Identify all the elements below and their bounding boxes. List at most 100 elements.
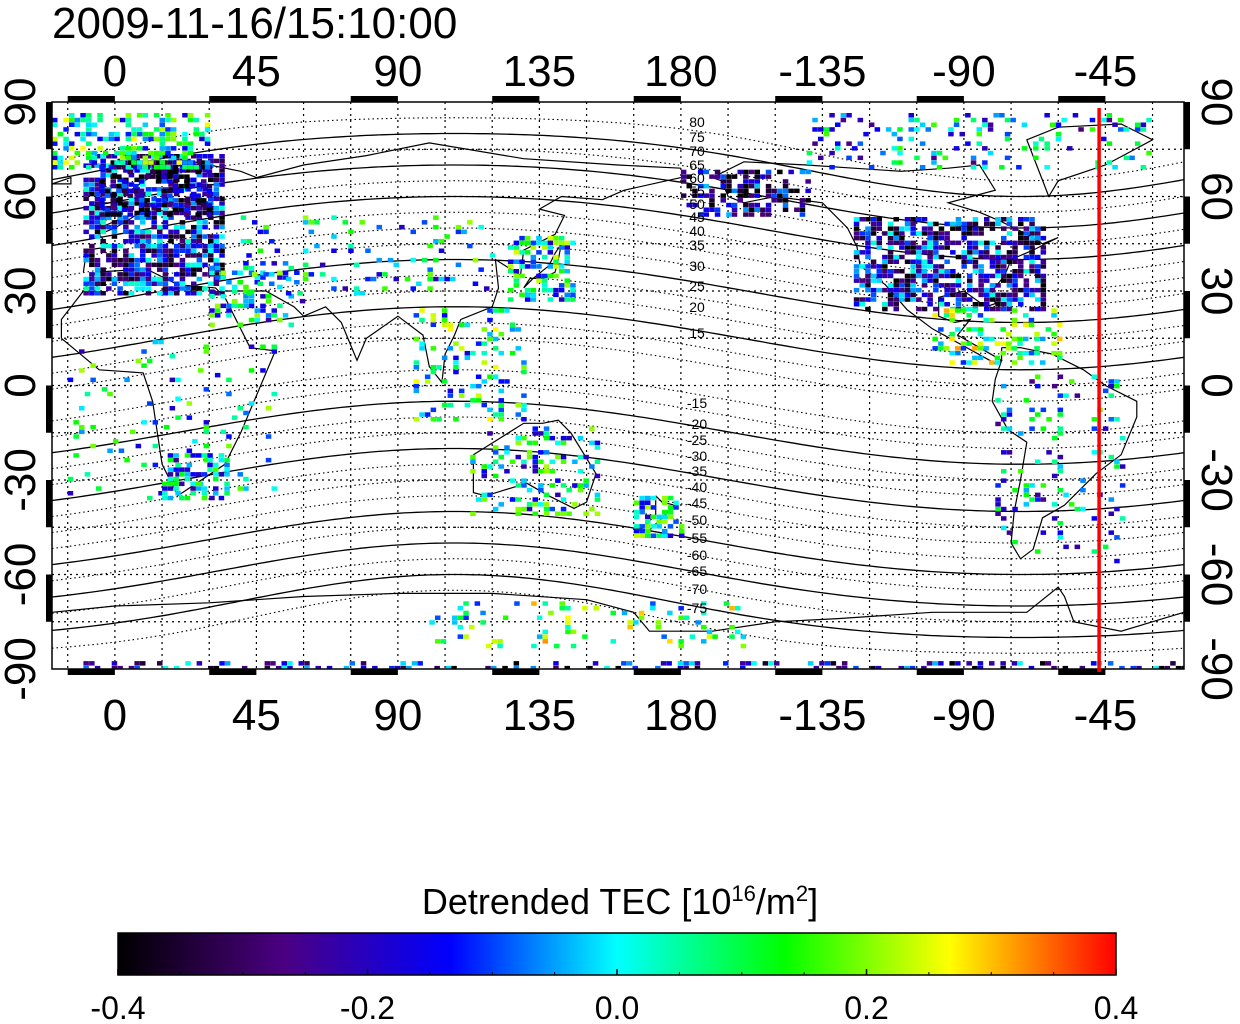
tec-cell bbox=[594, 473, 601, 479]
tec-cell bbox=[1023, 254, 1030, 260]
tec-cell bbox=[453, 417, 459, 422]
tec-cell bbox=[627, 620, 633, 625]
top-tick-bar bbox=[67, 96, 115, 102]
tec-cell bbox=[162, 286, 169, 291]
tec-cell bbox=[893, 254, 899, 260]
tec-cell bbox=[1012, 283, 1018, 288]
tec-cell bbox=[944, 231, 950, 236]
tec-cell bbox=[182, 150, 188, 156]
tec-cell bbox=[101, 387, 108, 392]
tec-cell bbox=[994, 355, 1001, 361]
tec-cell bbox=[995, 217, 1001, 222]
tec-cell bbox=[207, 467, 213, 472]
tec-cell bbox=[179, 210, 186, 216]
tec-cell bbox=[140, 276, 146, 282]
tec-cell bbox=[151, 210, 157, 216]
tec-cell bbox=[882, 231, 888, 236]
tec-cell bbox=[86, 131, 92, 137]
tec-cell bbox=[281, 665, 287, 669]
tec-cell bbox=[938, 341, 944, 346]
tec-cell bbox=[976, 141, 982, 146]
tec-cell bbox=[961, 226, 967, 231]
tec-cell bbox=[1123, 127, 1130, 132]
tec-cell bbox=[298, 661, 304, 666]
tec-cell bbox=[1023, 313, 1029, 318]
tec-cell bbox=[444, 234, 450, 239]
tec-cell bbox=[513, 250, 520, 255]
tec-cell bbox=[153, 165, 160, 170]
tec-cell bbox=[944, 292, 950, 298]
tec-cell bbox=[865, 217, 871, 222]
tec-cell bbox=[152, 443, 159, 449]
tec-cell bbox=[162, 262, 169, 268]
tec-cell bbox=[1011, 336, 1018, 342]
tec-cell bbox=[265, 313, 272, 318]
tec-cell bbox=[52, 141, 58, 146]
tec-cell bbox=[1001, 240, 1007, 246]
tec-cell bbox=[114, 117, 120, 123]
tec-cell bbox=[519, 235, 525, 241]
tec-cell bbox=[805, 169, 811, 175]
tec-cell bbox=[240, 239, 247, 244]
tec-cell bbox=[859, 283, 865, 288]
tec-cell bbox=[1012, 292, 1018, 298]
tec-cell bbox=[829, 127, 835, 132]
tec-cell bbox=[754, 174, 760, 179]
tec-cell bbox=[208, 196, 214, 201]
tec-cell bbox=[1001, 383, 1007, 389]
tec-cell bbox=[474, 601, 481, 606]
tec-cell bbox=[944, 269, 950, 274]
tec-cell bbox=[162, 267, 169, 272]
tec-cell bbox=[893, 226, 899, 231]
tec-cell bbox=[904, 226, 911, 231]
tec-cell bbox=[492, 327, 499, 332]
tec-cell bbox=[174, 286, 180, 291]
tec-cell bbox=[697, 193, 704, 198]
tec-cell bbox=[94, 187, 101, 192]
tec-cell bbox=[726, 202, 732, 208]
tec-cell bbox=[83, 257, 89, 263]
tec-cell bbox=[916, 231, 922, 236]
tec-cell bbox=[921, 217, 928, 222]
tec-cell bbox=[1035, 459, 1041, 464]
tec-cell bbox=[983, 317, 989, 323]
tec-cell bbox=[813, 665, 820, 669]
tec-cell bbox=[260, 275, 266, 280]
contour-label: 75 bbox=[689, 129, 705, 145]
contour-label: -45 bbox=[687, 495, 707, 511]
tec-cell bbox=[157, 187, 163, 192]
tec-cell bbox=[519, 273, 525, 279]
tec-cell bbox=[898, 665, 904, 669]
tec-cell bbox=[119, 160, 126, 165]
tec-cell bbox=[179, 481, 185, 487]
tec-cell bbox=[921, 259, 928, 264]
tec-cell bbox=[948, 131, 954, 137]
tec-cell bbox=[1012, 226, 1018, 231]
tec-cell bbox=[1057, 336, 1063, 342]
tec-cell bbox=[481, 341, 487, 346]
tec-cell bbox=[147, 401, 153, 406]
tec-cell bbox=[52, 122, 58, 127]
tec-cell bbox=[470, 469, 476, 474]
tec-cell bbox=[1051, 473, 1058, 479]
x-tick-label-bottom: -45 bbox=[1074, 691, 1138, 740]
tec-cell bbox=[1018, 287, 1024, 293]
tec-cell bbox=[202, 248, 208, 253]
tec-cell bbox=[703, 193, 709, 198]
tec-cell bbox=[302, 220, 309, 225]
tec-cell bbox=[140, 220, 146, 225]
tec-cell bbox=[277, 275, 283, 280]
tec-cell bbox=[560, 440, 567, 446]
tec-cell bbox=[943, 346, 950, 351]
tec-cell bbox=[202, 243, 208, 249]
tec-cell bbox=[145, 267, 152, 272]
tec-cell bbox=[835, 141, 841, 146]
tec-cell bbox=[94, 182, 101, 187]
tec-cell bbox=[99, 198, 105, 203]
tec-cell bbox=[83, 196, 89, 201]
tec-cell bbox=[142, 113, 149, 118]
tec-cell bbox=[955, 661, 961, 666]
tec-cell bbox=[265, 294, 272, 299]
tec-cell bbox=[162, 248, 169, 253]
